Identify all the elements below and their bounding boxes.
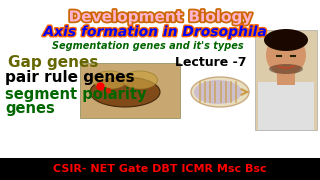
Ellipse shape xyxy=(191,77,249,107)
Text: Segmentation genes and it's types: Segmentation genes and it's types xyxy=(52,41,244,51)
Bar xyxy=(80,63,180,118)
Text: pair rule genes: pair rule genes xyxy=(5,69,135,84)
Ellipse shape xyxy=(264,29,308,51)
Text: Axis formation in Drosophila: Axis formation in Drosophila xyxy=(44,25,267,39)
Bar xyxy=(0,158,320,180)
Ellipse shape xyxy=(269,64,303,74)
Ellipse shape xyxy=(194,80,242,104)
Text: Lecture -7: Lecture -7 xyxy=(175,55,246,69)
Ellipse shape xyxy=(92,71,127,89)
Ellipse shape xyxy=(90,77,160,107)
Text: genes: genes xyxy=(5,100,55,116)
Bar xyxy=(258,82,314,130)
Text: Development Biology: Development Biology xyxy=(68,10,252,24)
Ellipse shape xyxy=(266,34,306,76)
Ellipse shape xyxy=(123,71,157,89)
Text: Gap genes: Gap genes xyxy=(8,55,98,69)
Bar xyxy=(277,70,295,85)
Text: CSIR- NET Gate DBT ICMR Msc Bsc: CSIR- NET Gate DBT ICMR Msc Bsc xyxy=(53,164,267,174)
Text: segment polarity: segment polarity xyxy=(5,87,147,102)
Bar xyxy=(255,30,317,130)
